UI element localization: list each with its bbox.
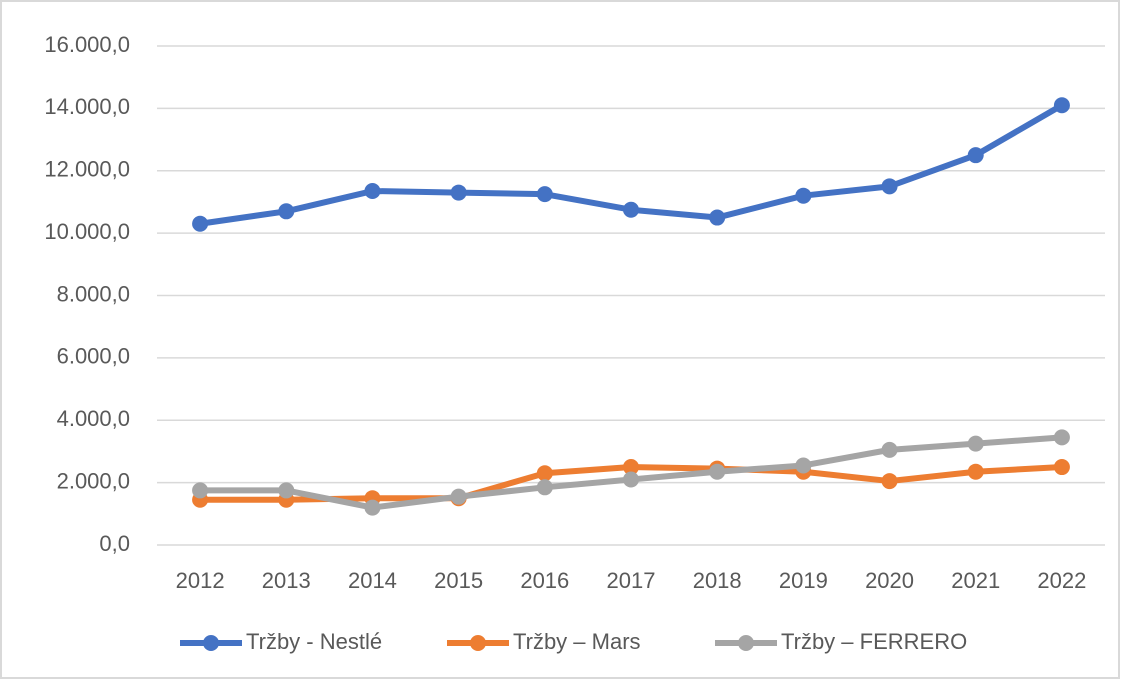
x-tick-label: 2012 [176,568,225,593]
x-tick-label: 2017 [607,568,656,593]
legend-marker [203,635,219,651]
y-tick-label: 4.000,0 [57,406,130,431]
point [1053,459,1070,476]
x-tick-label: 2014 [348,568,397,593]
point [967,463,984,480]
point [881,178,898,195]
y-tick-label: 10.000,0 [44,219,130,244]
legend-label: Tržby – Mars [513,629,641,654]
y-tick-label: 8.000,0 [57,281,130,306]
point [450,184,467,201]
legend-marker [470,635,486,651]
y-tick-label: 0,0 [99,531,130,556]
point [709,463,726,480]
point [278,482,295,499]
y-tick-label: 12.000,0 [44,157,130,182]
point [623,201,639,218]
point [1053,429,1070,446]
point [192,215,209,232]
point [967,147,984,164]
x-tick-label: 2021 [951,568,1000,593]
point [881,473,898,490]
x-tick-label: 2019 [779,568,828,593]
point [364,499,381,516]
point [364,183,381,200]
x-tick-label: 2015 [434,568,483,593]
point [192,482,209,499]
point [536,186,553,203]
point [623,459,639,476]
point [967,435,984,452]
point [881,441,898,458]
point [795,457,812,474]
x-tick-label: 2022 [1037,568,1086,593]
y-tick-label: 6.000,0 [57,344,130,369]
point [795,187,812,204]
point [709,209,726,226]
x-tick-label: 2013 [262,568,311,593]
y-tick-label: 2.000,0 [57,468,130,493]
legend-label: Tržby - Nestlé [246,629,382,654]
point [536,465,553,482]
legend-label: Tržby – FERRERO [781,629,967,654]
x-tick-label: 2020 [865,568,914,593]
y-tick-label: 14.000,0 [44,94,130,119]
x-tick-label: 2018 [693,568,742,593]
point [278,203,295,220]
legend-marker [738,635,754,651]
x-tick-label: 2016 [520,568,569,593]
point [536,479,553,496]
point [1053,97,1070,114]
point [450,488,467,505]
y-tick-label: 16.000,0 [44,32,130,57]
point [623,471,639,488]
